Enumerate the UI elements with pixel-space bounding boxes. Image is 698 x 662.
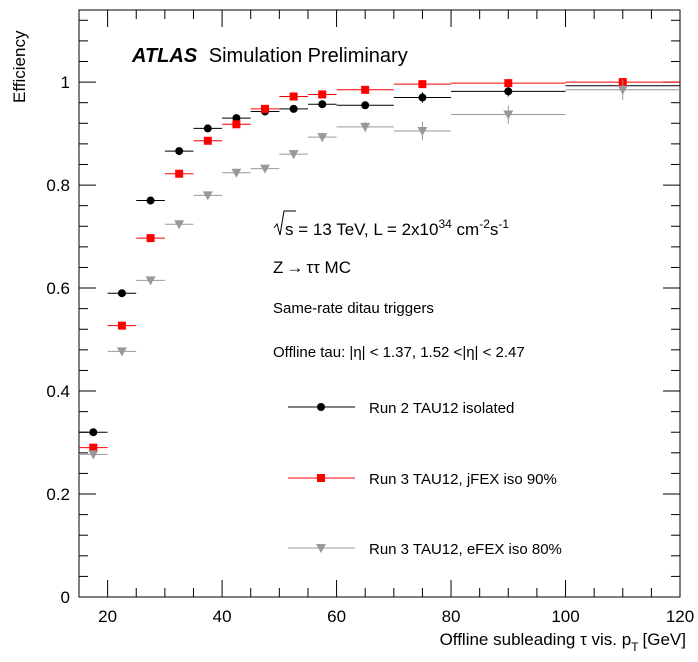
y-axis-title: Efficiency — [10, 30, 29, 103]
atlas-label: ATLAS Simulation Preliminary — [131, 45, 408, 67]
series-2 — [79, 79, 680, 460]
data-point — [417, 127, 428, 137]
energy-s-exp: -1 — [498, 217, 509, 231]
data-point — [289, 92, 298, 101]
data-point — [361, 101, 370, 110]
legend-marker-jfex — [317, 474, 325, 482]
data-point — [231, 168, 242, 178]
data-point — [261, 104, 270, 113]
x-tick-label: 100 — [551, 607, 579, 626]
data-point — [288, 150, 299, 160]
y-tick-label: 0.6 — [46, 279, 70, 298]
y-tick-label: 0.8 — [46, 176, 70, 195]
x-axis-title-unit: [GeV] — [643, 630, 686, 649]
legend-label-efex: Run 3 TAU12, eFEX iso 80% — [369, 541, 562, 558]
axis-ticks: 20 40 60 80 100 120 0 0.2 0.4 0.6 0.8 1 — [46, 10, 694, 626]
data-point — [203, 136, 212, 145]
offline-tau-label: Offline tau: |η| < 1.37, 1.52 <|η| < 2.4… — [273, 344, 525, 361]
x-axis-title-main: Offline subleading τ vis. p — [440, 630, 632, 649]
y-tick-label: 0.4 — [46, 382, 70, 401]
y-tick-label: 0 — [61, 588, 70, 607]
x-axis-title-sub: T — [631, 640, 639, 654]
data-point — [175, 147, 184, 156]
energy-sqrt-s: s — [285, 220, 294, 239]
data-point — [232, 114, 241, 123]
data-point — [361, 85, 370, 94]
data-point — [503, 110, 514, 120]
data-point — [289, 104, 298, 113]
energy-s: s — [490, 220, 499, 239]
data-point — [174, 220, 185, 230]
data-point — [504, 79, 513, 88]
energy-unit-exp: -2 — [479, 217, 490, 231]
data-point — [260, 164, 271, 174]
data-point — [89, 428, 98, 437]
legend: Run 2 TAU12 isolated Run 3 TAU12, jFEX i… — [288, 400, 562, 558]
data-point — [360, 122, 371, 132]
process-arrow: → — [286, 258, 303, 277]
data-point — [89, 443, 98, 452]
process-label: Z → ττ MC — [273, 258, 351, 277]
data-point — [418, 93, 427, 102]
legend-label-run2: Run 2 TAU12 isolated — [369, 400, 514, 417]
triggers-label: Same-rate ditau triggers — [273, 300, 434, 317]
legend-marker-efex — [316, 544, 326, 553]
y-tick-label: 0.2 — [46, 485, 70, 504]
data-point — [117, 289, 126, 298]
sqrt-symbol — [273, 210, 296, 236]
y-tick-label: 1 — [61, 73, 70, 92]
data-point — [504, 87, 513, 96]
data-point — [202, 191, 213, 201]
data-point — [175, 169, 184, 178]
x-tick-label: 120 — [666, 607, 694, 626]
data-point — [317, 133, 328, 143]
atlas-logo-text: ATLAS — [131, 45, 198, 67]
x-tick-label: 60 — [327, 607, 346, 626]
energy-exp: 34 — [438, 217, 452, 231]
process-tt: ττ MC — [306, 258, 351, 277]
x-tick-label: 80 — [442, 607, 461, 626]
atlas-suffix: Simulation Preliminary — [209, 45, 408, 67]
data-point — [146, 196, 155, 205]
data-point — [117, 321, 126, 330]
data-point — [116, 347, 127, 357]
x-tick-label: 20 — [98, 607, 117, 626]
energy-text: = 13 TeV, L = 2x10 — [294, 220, 439, 239]
data-point — [203, 124, 212, 133]
plot-frame — [78, 9, 681, 598]
energy-unit: cm — [452, 220, 479, 239]
legend-label-jfex: Run 3 TAU12, jFEX iso 90% — [369, 471, 557, 488]
legend-entry-jfex: Run 3 TAU12, jFEX iso 90% — [288, 471, 557, 488]
series-1 — [79, 78, 680, 452]
series-0 — [79, 79, 680, 437]
x-axis-title: Offline subleading τ vis. pT [GeV] — [440, 630, 686, 654]
data-point — [318, 100, 327, 109]
data-point — [145, 276, 156, 286]
energy-label: s = 13 TeV, L = 2x1034 cm-2s-1 — [285, 217, 509, 239]
data-point — [318, 90, 327, 99]
x-tick-label: 40 — [213, 607, 232, 626]
legend-entry-efex: Run 3 TAU12, eFEX iso 80% — [288, 541, 562, 558]
legend-marker-run2 — [317, 403, 325, 411]
data-point — [146, 234, 155, 243]
legend-entry-run2: Run 2 TAU12 isolated — [288, 400, 514, 417]
data-point — [617, 85, 628, 95]
data-point — [232, 120, 241, 129]
data-point — [418, 80, 427, 89]
process-z: Z — [273, 258, 283, 277]
data-point — [88, 450, 99, 460]
series-layer — [79, 78, 680, 460]
